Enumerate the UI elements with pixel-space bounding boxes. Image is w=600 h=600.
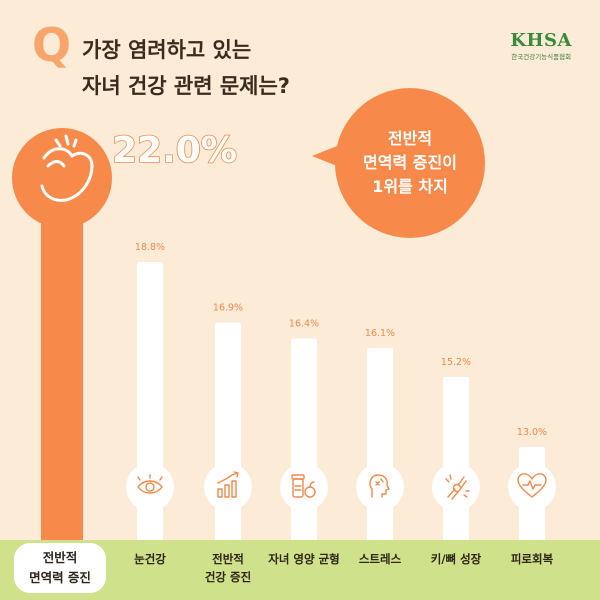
category-label-line-5-0: 키/뼈 성장 <box>430 552 482 566</box>
value-label-0: 22.0% <box>112 130 237 171</box>
icon-circle-5 <box>432 463 480 511</box>
callout-bubble: 전반적 면역력 증진이 1위를 차지 <box>335 88 485 238</box>
category-label-4: 스트레스 <box>335 550 425 568</box>
supplement-bottle-icon <box>291 474 316 498</box>
value-label-6: 13.0% <box>517 427 547 438</box>
category-label-text-6: 피로회복 <box>487 550 577 568</box>
category-label-line-2-1: 건강 증진 <box>204 570 252 584</box>
category-label-text-3: 자녀 영양 균형 <box>259 550 349 568</box>
category-label-5: 키/뼈 성장 <box>411 550 501 568</box>
category-label-line-3-0: 자녀 영양 균형 <box>268 552 340 566</box>
category-label-line-2-0: 전반적 <box>212 552 244 566</box>
category-label-text-1: 눈건강 <box>105 550 195 568</box>
category-label-line-6-0: 피로회복 <box>510 552 554 566</box>
heart-pulse-icon <box>517 473 547 498</box>
logo-main-text: KHSA <box>510 30 572 51</box>
category-label-line-0-1: 면역력 증진 <box>29 570 91 585</box>
flexed-arm-icon <box>40 134 94 202</box>
category-label-1: 눈건강 <box>105 550 195 568</box>
q-mark: Q <box>32 18 72 72</box>
category-label-line-0-0: 전반적 <box>42 550 78 565</box>
icon-circle-4 <box>356 463 404 511</box>
bubble-line-1: 전반적 <box>387 129 433 148</box>
question-line-2: 자녀 건강 관련 문제는? <box>82 74 290 98</box>
question-title: 가장 염려하고 있는 자녀 건강 관련 문제는? <box>82 32 290 104</box>
category-label-text-5: 키/뼈 성장 <box>411 550 501 568</box>
bubble-line-3: 1위를 차지 <box>372 177 448 196</box>
category-label-line-4-0: 스트레스 <box>358 552 402 566</box>
bar-group-5: 15.2% <box>432 357 480 540</box>
value-label-5: 15.2% <box>441 357 471 368</box>
icon-circle-1 <box>126 463 174 511</box>
question-line-1: 가장 염려하고 있는 <box>82 38 252 62</box>
icon-circle-2 <box>204 463 252 511</box>
icon-circle-3 <box>280 463 328 511</box>
value-label-4: 16.1% <box>365 328 395 339</box>
stress-head-icon <box>369 474 390 498</box>
category-label-3: 자녀 영양 균형 <box>259 550 349 568</box>
bar-group-1: 18.8% <box>126 242 174 540</box>
bar-group-3: 16.4% <box>280 319 328 540</box>
bar-5 <box>443 376 469 540</box>
khsa-logo: KHSA 한국건강기능식품협회 <box>510 30 572 61</box>
value-label-1: 18.8% <box>135 242 165 253</box>
value-label-2: 16.9% <box>213 303 243 314</box>
bar-group-4: 16.1% <box>356 328 404 540</box>
highlight-circle <box>12 128 112 228</box>
bar-group-0: 22.0% <box>12 128 238 540</box>
bar-4 <box>367 348 393 540</box>
growth-chart-icon <box>217 471 239 498</box>
bar-group-6: 13.0% <box>508 427 556 540</box>
bone-joint-icon <box>445 474 470 500</box>
category-label-text-4: 스트레스 <box>335 550 425 568</box>
eye-icon <box>137 474 163 494</box>
bubble-line-2: 면역력 증진이 <box>363 153 457 172</box>
category-label-6: 피로회복 <box>487 550 577 568</box>
category-label-line-1-0: 눈건강 <box>134 552 166 566</box>
logo-sub-text: 한국건강기능식품협회 <box>511 53 572 61</box>
value-label-3: 16.4% <box>289 319 319 330</box>
bar-group-2: 16.9% <box>204 303 252 540</box>
